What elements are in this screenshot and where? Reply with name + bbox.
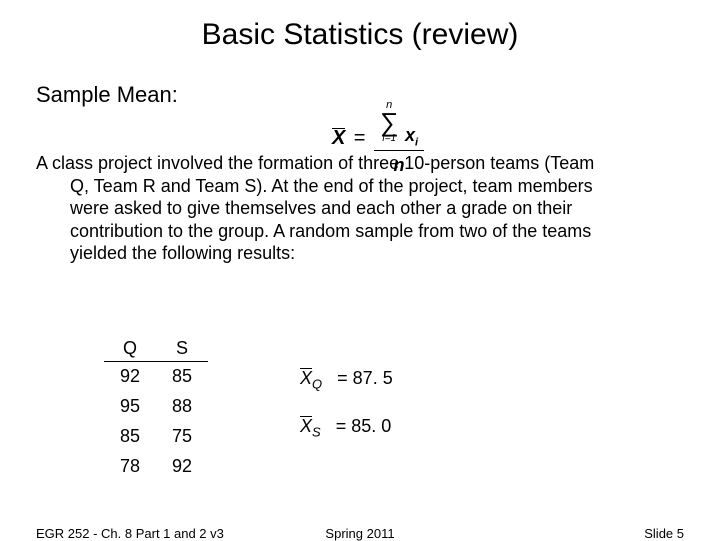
body-line: Q, Team R and Team S). At the end of the… <box>36 175 676 198</box>
col-header-q: Q <box>104 338 156 362</box>
cell: 85 <box>104 422 156 452</box>
body-line: yielded the following results: <box>36 242 676 265</box>
cell: 92 <box>156 452 208 482</box>
footer-center: Spring 2011 <box>0 526 720 541</box>
body-line: contribution to the group. A random samp… <box>36 220 676 243</box>
x-sub-i: xi <box>405 126 418 149</box>
cell: 75 <box>156 422 208 452</box>
result-s: XS = 85. 0 <box>300 416 391 440</box>
x-bar-symbol: X <box>332 127 345 150</box>
body-line: A class project involved the formation o… <box>36 153 594 173</box>
numerator: n ∑ i=1 xi <box>374 100 424 151</box>
table-row: 85 75 <box>104 422 208 452</box>
result-s-value: = 85. 0 <box>336 416 392 436</box>
equals-sign: = <box>354 127 366 150</box>
denominator: n <box>374 151 424 176</box>
cell: 78 <box>104 452 156 482</box>
cell: 85 <box>156 362 208 393</box>
x-bar-s: X <box>300 416 312 437</box>
mean-formula: X = n ∑ i=1 xi n <box>332 100 424 176</box>
sigma-symbol: ∑ <box>380 111 399 134</box>
table-row: 92 85 <box>104 362 208 393</box>
col-header-s: S <box>156 338 208 362</box>
cell: 92 <box>104 362 156 393</box>
footer-right: Slide 5 <box>644 526 684 541</box>
table-row: 78 92 <box>104 452 208 482</box>
data-table: Q S 92 85 95 88 85 75 78 92 <box>104 338 208 482</box>
summation: n ∑ i=1 <box>380 100 399 144</box>
body-line: were asked to give themselves and each o… <box>36 197 676 220</box>
cell: 88 <box>156 392 208 422</box>
table-row: 95 88 <box>104 392 208 422</box>
subscript-s: S <box>312 425 321 440</box>
subscript-q: Q <box>312 377 322 392</box>
slide-title: Basic Statistics (review) <box>0 0 720 52</box>
x-bar-q: X <box>300 368 312 389</box>
sum-lower: i=1 <box>380 134 399 144</box>
table-header-row: Q S <box>104 338 208 362</box>
fraction: n ∑ i=1 xi n <box>374 100 424 176</box>
result-q-value: = 87. 5 <box>337 368 393 388</box>
result-q: XQ = 87. 5 <box>300 368 393 392</box>
cell: 95 <box>104 392 156 422</box>
